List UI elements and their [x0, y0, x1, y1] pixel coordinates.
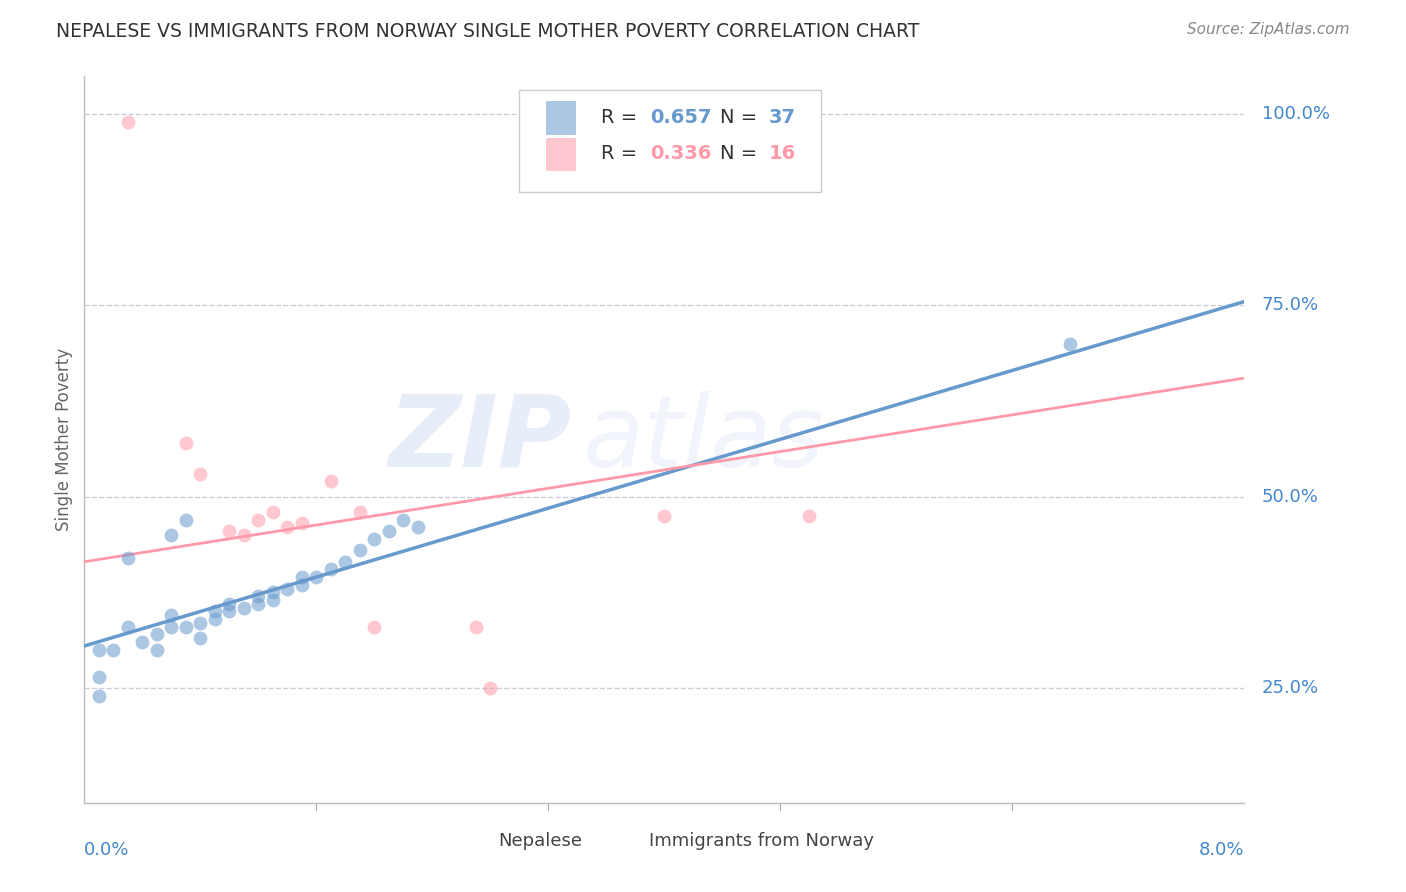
Text: 8.0%: 8.0% [1199, 841, 1244, 859]
Text: 0.657: 0.657 [651, 108, 711, 127]
Text: Source: ZipAtlas.com: Source: ZipAtlas.com [1187, 22, 1350, 37]
Point [291, 516, 314, 531]
Point [363, 620, 385, 634]
Point [87, 669, 110, 683]
Point [117, 114, 139, 128]
Point [103, 642, 125, 657]
Point [262, 585, 284, 599]
Point [349, 505, 371, 519]
Text: atlas: atlas [583, 391, 825, 488]
Point [188, 615, 212, 630]
Point [262, 593, 284, 607]
FancyBboxPatch shape [467, 829, 492, 854]
Point [146, 642, 169, 657]
Text: ZIP: ZIP [388, 391, 571, 488]
Y-axis label: Single Mother Poverty: Single Mother Poverty [55, 348, 73, 531]
Point [218, 597, 240, 611]
Text: 0.0%: 0.0% [84, 841, 129, 859]
Point [392, 513, 415, 527]
Point [218, 605, 240, 619]
Point [204, 605, 226, 619]
FancyBboxPatch shape [546, 102, 575, 134]
Text: 16: 16 [769, 145, 796, 163]
Point [799, 508, 821, 523]
Point [188, 467, 212, 481]
Point [319, 475, 342, 489]
Point [131, 635, 153, 649]
Point [247, 597, 270, 611]
Point [247, 513, 270, 527]
Point [319, 562, 342, 576]
Point [174, 436, 197, 450]
FancyBboxPatch shape [619, 829, 644, 854]
Point [160, 528, 183, 542]
Point [174, 513, 197, 527]
Point [378, 524, 401, 538]
Text: NEPALESE VS IMMIGRANTS FROM NORWAY SINGLE MOTHER POVERTY CORRELATION CHART: NEPALESE VS IMMIGRANTS FROM NORWAY SINGL… [56, 22, 920, 41]
FancyBboxPatch shape [519, 90, 821, 192]
Point [406, 520, 429, 534]
Point [117, 620, 139, 634]
Point [262, 505, 284, 519]
FancyBboxPatch shape [546, 137, 575, 170]
Point [146, 627, 169, 641]
Point [232, 528, 254, 542]
Point [464, 620, 486, 634]
Point [652, 508, 676, 523]
Text: 25.0%: 25.0% [1261, 679, 1319, 697]
Point [160, 608, 183, 623]
Point [291, 578, 314, 592]
Text: R =: R = [600, 145, 643, 163]
Text: 75.0%: 75.0% [1261, 296, 1319, 314]
Point [276, 582, 298, 596]
Point [87, 642, 110, 657]
Point [247, 589, 270, 603]
Point [117, 550, 139, 565]
Point [276, 520, 298, 534]
Point [349, 543, 371, 558]
Point [232, 600, 254, 615]
Text: 100.0%: 100.0% [1261, 105, 1330, 123]
Text: N =: N = [720, 108, 763, 127]
Point [204, 612, 226, 626]
Text: R =: R = [600, 108, 643, 127]
Point [363, 532, 385, 546]
Point [305, 570, 328, 584]
Point [291, 570, 314, 584]
Point [1059, 336, 1081, 351]
Text: 0.336: 0.336 [651, 145, 711, 163]
Text: 50.0%: 50.0% [1261, 488, 1319, 506]
Point [87, 689, 110, 703]
Point [218, 524, 240, 538]
Text: 37: 37 [769, 108, 796, 127]
Text: Immigrants from Norway: Immigrants from Norway [650, 832, 875, 850]
Point [335, 555, 357, 569]
Point [479, 681, 502, 695]
Point [160, 620, 183, 634]
Point [188, 632, 212, 646]
Text: Nepalese: Nepalese [499, 832, 582, 850]
Text: N =: N = [720, 145, 763, 163]
Point [174, 620, 197, 634]
